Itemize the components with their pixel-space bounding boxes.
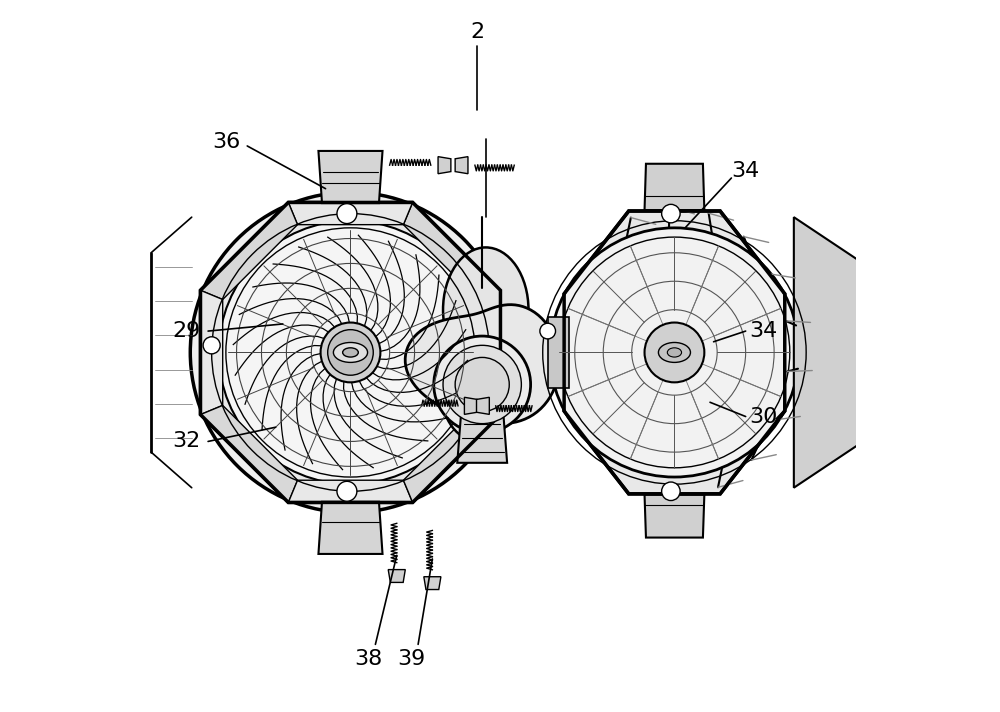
Polygon shape — [201, 405, 298, 503]
Polygon shape — [457, 417, 507, 463]
Polygon shape — [645, 495, 704, 538]
Text: 36: 36 — [212, 132, 240, 152]
Text: 30: 30 — [749, 407, 778, 426]
Circle shape — [321, 323, 380, 382]
Polygon shape — [201, 290, 223, 414]
Circle shape — [443, 345, 521, 424]
Polygon shape — [455, 157, 468, 174]
Text: 38: 38 — [354, 649, 382, 669]
Polygon shape — [403, 202, 500, 300]
Circle shape — [434, 336, 531, 433]
Circle shape — [645, 323, 704, 382]
Polygon shape — [405, 305, 559, 424]
Text: 32: 32 — [173, 431, 201, 451]
Ellipse shape — [667, 348, 682, 357]
Polygon shape — [403, 405, 500, 503]
Polygon shape — [288, 480, 413, 503]
Text: 29: 29 — [173, 321, 201, 341]
Circle shape — [337, 204, 357, 224]
Polygon shape — [388, 570, 405, 582]
Circle shape — [190, 192, 511, 513]
Circle shape — [455, 357, 509, 412]
Polygon shape — [318, 502, 383, 554]
Circle shape — [662, 482, 680, 501]
Text: 34: 34 — [732, 161, 760, 181]
Polygon shape — [548, 317, 569, 388]
Text: 39: 39 — [397, 649, 425, 669]
Text: 34: 34 — [749, 321, 778, 341]
Polygon shape — [564, 211, 785, 494]
Polygon shape — [794, 217, 858, 488]
Polygon shape — [201, 202, 298, 300]
Polygon shape — [477, 397, 489, 414]
Polygon shape — [318, 151, 383, 203]
Ellipse shape — [658, 342, 690, 362]
Circle shape — [540, 323, 556, 339]
Polygon shape — [438, 157, 451, 174]
Text: 2: 2 — [470, 22, 484, 42]
Polygon shape — [478, 290, 500, 414]
Circle shape — [662, 204, 680, 223]
Circle shape — [337, 481, 357, 501]
Ellipse shape — [343, 348, 358, 357]
Ellipse shape — [443, 248, 528, 372]
Circle shape — [550, 228, 799, 477]
Polygon shape — [201, 202, 500, 503]
Ellipse shape — [441, 342, 516, 441]
Polygon shape — [288, 202, 413, 225]
Polygon shape — [645, 164, 704, 210]
Circle shape — [203, 337, 220, 354]
Circle shape — [328, 330, 373, 375]
Polygon shape — [464, 397, 477, 414]
Ellipse shape — [333, 342, 368, 362]
Circle shape — [219, 221, 482, 484]
Polygon shape — [424, 577, 441, 590]
